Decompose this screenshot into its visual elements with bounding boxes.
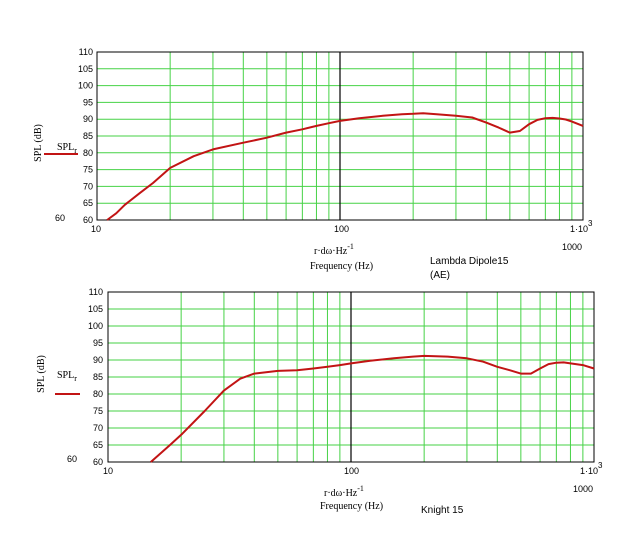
series-line-splr (106, 112, 584, 221)
x-tick-100: 100 (334, 224, 349, 234)
y-tick-label: 85 (93, 372, 103, 382)
y-tick-label: 60 (83, 215, 93, 225)
y-tick-label: 105 (88, 304, 103, 314)
grid-lines (97, 52, 583, 220)
y-tick-label: 100 (78, 81, 93, 91)
legend-label: SPLr (57, 142, 77, 155)
y-tick-label: 75 (83, 165, 93, 175)
y-axis-title: SPL (dB) (36, 355, 47, 393)
y-tick-label: 85 (83, 131, 93, 141)
y-tick-label: 100 (88, 321, 103, 331)
y-tick-label: 75 (93, 406, 103, 416)
chart-bottom: 110 105 100 95 90 85 80 75 70 65 60 60 SPL (dB) SP… (36, 287, 603, 516)
x-axis-title: Frequency (Hz) (320, 501, 383, 512)
x-tick-1000: 1000 (562, 242, 582, 252)
y-tick-label: 70 (83, 181, 93, 191)
y-tick-label: 70 (93, 423, 103, 433)
chart-top: 110 105 100 95 90 85 80 75 70 65 60 60 SPL (dB) SP… (33, 47, 593, 281)
y-tick-label: 110 (89, 287, 103, 297)
x-tick-1000: 1000 (573, 484, 593, 494)
x-tick-end: 1·103 (580, 461, 603, 476)
x-axis-expr: r·dω·Hz-1 (314, 242, 354, 257)
y-tick-label: 95 (93, 338, 103, 348)
y-tick-label: 80 (93, 389, 103, 399)
x-tick-100: 100 (344, 466, 359, 476)
plot-frame (96, 51, 584, 221)
y-tick-60-outer: 60 (55, 213, 65, 223)
chart-caption: Knight 15 (421, 505, 464, 516)
y-tick-labels: 110 105 100 95 90 85 80 75 70 65 60 (78, 47, 93, 225)
series-line-splr (150, 354, 595, 463)
chart-caption: Lambda Dipole15 (430, 256, 509, 267)
y-tick-label: 90 (93, 355, 103, 365)
y-tick-label: 105 (78, 64, 93, 74)
plot-frame (107, 291, 595, 463)
y-tick-label: 60 (93, 457, 103, 467)
y-tick-label: 65 (93, 440, 103, 450)
y-tick-label: 95 (83, 97, 93, 107)
grid-lines (108, 292, 594, 462)
x-tick-10: 10 (103, 466, 113, 476)
y-tick-label: 65 (83, 198, 93, 208)
y-tick-label: 110 (79, 47, 93, 57)
y-axis-title: SPL (dB) (33, 124, 44, 162)
y-tick-label: 80 (83, 148, 93, 158)
y-tick-labels: 110 105 100 95 90 85 80 75 70 65 60 (88, 287, 103, 467)
y-tick-60-outer: 60 (67, 454, 77, 464)
x-tick-10: 10 (91, 224, 101, 234)
legend-label: SPLr (57, 370, 77, 383)
y-tick-label: 90 (83, 114, 93, 124)
x-tick-end: 1·103 (570, 219, 593, 234)
x-axis-expr: r·dω·Hz-1 (324, 484, 364, 499)
x-axis-title: Frequency (Hz) (310, 261, 373, 272)
chart-caption-sub: (AE) (430, 270, 450, 281)
